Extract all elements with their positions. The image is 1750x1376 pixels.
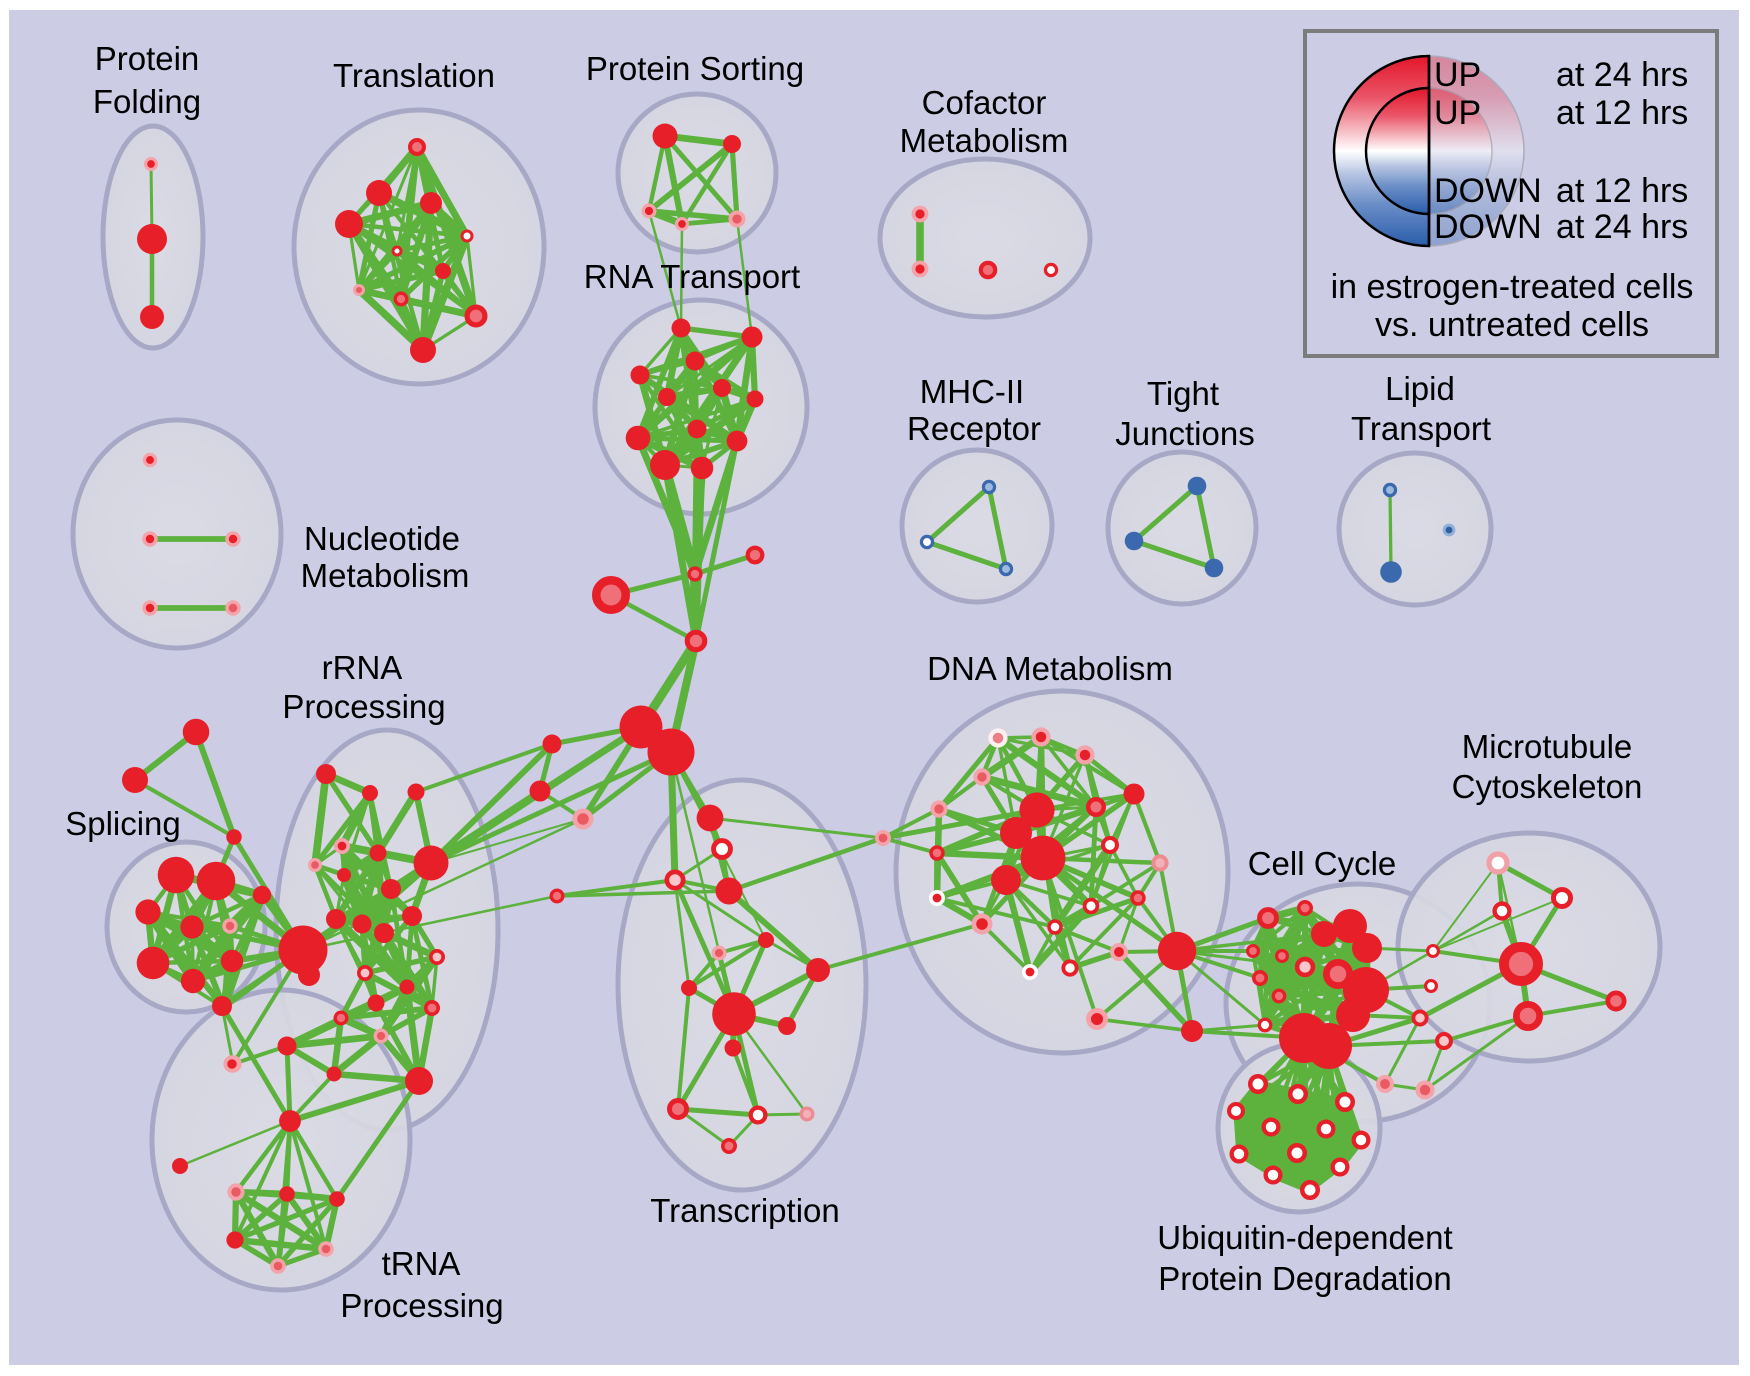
svg-text:Protein Degradation: Protein Degradation bbox=[1158, 1260, 1452, 1297]
svg-text:rRNA: rRNA bbox=[322, 649, 403, 686]
svg-text:Metabolism: Metabolism bbox=[900, 122, 1069, 159]
svg-text:vs. untreated cells: vs. untreated cells bbox=[1375, 306, 1649, 344]
svg-text:in estrogen-treated cells: in estrogen-treated cells bbox=[1331, 268, 1694, 306]
svg-text:Processing: Processing bbox=[282, 688, 445, 725]
svg-text:DOWN: DOWN bbox=[1434, 208, 1542, 246]
svg-text:Metabolism: Metabolism bbox=[301, 557, 470, 594]
svg-text:Processing: Processing bbox=[340, 1287, 503, 1324]
svg-text:Junctions: Junctions bbox=[1115, 415, 1254, 452]
svg-text:at 12 hrs: at 12 hrs bbox=[1556, 172, 1688, 210]
svg-text:Splicing: Splicing bbox=[65, 805, 181, 842]
svg-text:RNA Transport: RNA Transport bbox=[584, 258, 800, 295]
svg-text:Nucleotide: Nucleotide bbox=[304, 520, 460, 557]
svg-text:Transport: Transport bbox=[1351, 410, 1491, 447]
svg-text:DNA Metabolism: DNA Metabolism bbox=[927, 650, 1173, 687]
svg-text:at 24 hrs: at 24 hrs bbox=[1556, 56, 1688, 94]
svg-text:Microtubule: Microtubule bbox=[1462, 728, 1633, 765]
svg-text:Protein: Protein bbox=[95, 40, 200, 77]
svg-text:UP: UP bbox=[1434, 56, 1481, 94]
svg-text:Translation: Translation bbox=[333, 57, 495, 94]
svg-text:Folding: Folding bbox=[93, 83, 201, 120]
svg-text:MHC-II: MHC-II bbox=[920, 373, 1024, 410]
svg-text:Receptor: Receptor bbox=[907, 410, 1041, 447]
svg-text:Cytoskeleton: Cytoskeleton bbox=[1452, 768, 1643, 805]
svg-text:Cofactor: Cofactor bbox=[922, 84, 1047, 121]
svg-text:at 24 hrs: at 24 hrs bbox=[1556, 208, 1688, 246]
svg-text:Protein Sorting: Protein Sorting bbox=[586, 50, 804, 87]
svg-text:at 12 hrs: at 12 hrs bbox=[1556, 94, 1688, 132]
svg-text:UP: UP bbox=[1434, 94, 1481, 132]
svg-text:Transcription: Transcription bbox=[650, 1192, 840, 1229]
svg-text:Cell Cycle: Cell Cycle bbox=[1248, 845, 1397, 882]
svg-text:tRNA: tRNA bbox=[382, 1245, 461, 1282]
svg-text:Ubiquitin-dependent: Ubiquitin-dependent bbox=[1157, 1219, 1452, 1256]
svg-text:Lipid: Lipid bbox=[1385, 370, 1455, 407]
svg-text:DOWN: DOWN bbox=[1434, 172, 1542, 210]
svg-text:Tight: Tight bbox=[1147, 375, 1219, 412]
